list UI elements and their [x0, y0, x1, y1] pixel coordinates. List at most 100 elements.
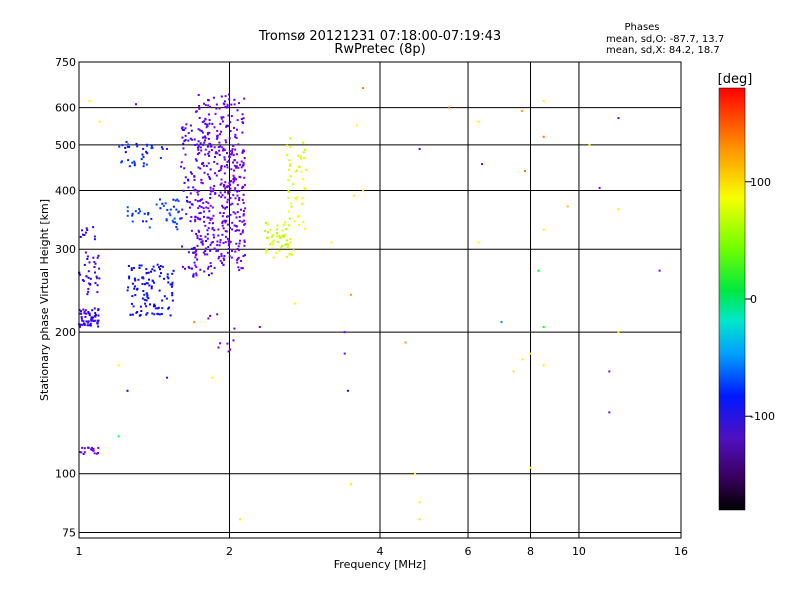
data-point [96, 256, 99, 259]
data-point [93, 266, 96, 268]
data-point [145, 299, 148, 302]
data-point [142, 156, 145, 158]
data-point [353, 194, 356, 197]
data-point [271, 240, 274, 243]
data-point [214, 156, 216, 158]
data-point [227, 240, 230, 243]
y-axis-label: Stationary phase Virtual Height [km] [38, 199, 51, 401]
data-point [226, 164, 228, 166]
data-point [330, 241, 333, 244]
data-point [236, 128, 238, 131]
data-point [199, 167, 202, 170]
data-point [193, 251, 195, 254]
data-point [223, 149, 226, 152]
data-point [230, 256, 233, 259]
data-point [203, 171, 206, 174]
data-point [142, 277, 145, 280]
data-point [166, 273, 169, 276]
data-point [209, 217, 212, 220]
data-point [258, 326, 261, 328]
data-point [80, 451, 83, 454]
data-point [195, 253, 198, 256]
y-tick-label: 200 [55, 326, 76, 339]
data-point [137, 278, 140, 281]
data-point [131, 161, 134, 164]
data-point [224, 105, 227, 108]
data-point [214, 152, 217, 155]
data-point [196, 191, 199, 194]
data-point [212, 96, 215, 99]
data-point [79, 273, 81, 276]
data-point [414, 472, 416, 475]
data-point [223, 158, 226, 161]
data-point [288, 217, 291, 220]
data-point [195, 249, 198, 252]
data-point [87, 290, 90, 293]
data-point [144, 302, 147, 305]
data-point [145, 150, 148, 153]
data-point [204, 148, 207, 151]
data-point [232, 174, 235, 177]
data-point [178, 210, 180, 213]
data-point [233, 164, 236, 167]
data-point [126, 289, 129, 292]
data-point [243, 176, 246, 179]
data-point [222, 212, 225, 214]
data-point [236, 119, 239, 122]
data-point [214, 192, 217, 195]
data-point [230, 168, 233, 171]
data-point [202, 162, 205, 164]
data-point [132, 267, 135, 269]
data-point [203, 141, 206, 144]
chart-title: Tromsø 20121231 07:18:00-07:19:43 [258, 29, 501, 44]
data-point [190, 247, 193, 250]
data-point [212, 222, 214, 225]
data-point [238, 102, 240, 105]
data-point [129, 313, 132, 316]
data-point [96, 291, 99, 294]
data-point [225, 219, 228, 222]
data-point [131, 220, 134, 223]
data-point [158, 313, 161, 316]
data-point [183, 167, 186, 170]
data-point [239, 239, 241, 242]
data-point [198, 117, 201, 119]
data-point [209, 218, 212, 221]
data-point [211, 228, 214, 230]
data-point [94, 312, 97, 314]
data-point [208, 150, 211, 153]
data-point [598, 186, 601, 189]
data-point [141, 153, 144, 156]
data-point [241, 113, 244, 116]
data-point [237, 256, 240, 259]
data-point [206, 132, 209, 135]
data-point [223, 156, 226, 159]
data-point [162, 204, 165, 207]
data-point [227, 159, 230, 162]
data-point [207, 202, 210, 205]
data-point [278, 237, 281, 240]
data-point [150, 287, 153, 290]
phase-stats-title: Phases [624, 22, 659, 33]
data-point [242, 193, 245, 196]
data-point [216, 240, 219, 243]
data-point [243, 239, 246, 242]
data-point [226, 105, 229, 108]
data-point [220, 165, 223, 167]
data-point [211, 241, 214, 243]
data-point [187, 186, 190, 189]
data-point [238, 242, 241, 245]
data-point [241, 220, 244, 223]
data-point [521, 358, 524, 361]
data-point [79, 325, 81, 328]
data-point [236, 194, 239, 197]
data-point [301, 197, 304, 199]
data-point [285, 154, 288, 156]
data-point [193, 175, 196, 178]
data-point [158, 275, 161, 278]
data-point [242, 117, 245, 120]
data-point [168, 212, 171, 215]
data-point [303, 156, 306, 159]
data-point [169, 214, 172, 217]
data-point [171, 281, 174, 284]
